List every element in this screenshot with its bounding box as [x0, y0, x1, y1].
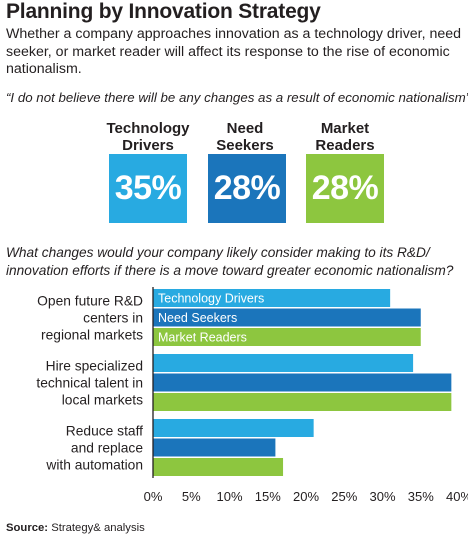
x-tick-label: 0% [144, 489, 163, 504]
stat-label-need-seekers: Need Seekers [195, 120, 295, 154]
x-tick-label: 10% [216, 489, 242, 504]
category-label: with automation [45, 458, 143, 473]
stat-box-technology-drivers: 35% [109, 154, 187, 223]
category-label: regional markets [41, 328, 143, 343]
survey-quote: “I do not believe there will be any chan… [6, 90, 468, 105]
stat-label-line2: Readers [315, 137, 375, 154]
x-tick-label: 40% [446, 489, 468, 504]
survey-question: What changes would your company likely c… [6, 245, 454, 278]
legend-label: Technology Drivers [158, 292, 264, 306]
stat-label-technology-drivers: Technology Drivers [98, 120, 198, 154]
bar-technology-drivers-3 [153, 419, 314, 437]
page-subtitle: Whether a company approaches innovation … [6, 26, 462, 77]
x-tick-label: 30% [369, 489, 395, 504]
x-tick-label: 25% [331, 489, 357, 504]
bar-need-seekers-2 [153, 373, 452, 392]
source-text: Strategy& analysis [51, 522, 145, 534]
category-label: Open future R&D [37, 294, 143, 309]
stat-label-line2: Drivers [122, 137, 174, 154]
bar-technology-drivers-1 [153, 289, 391, 307]
bar-need-seekers-3 [153, 438, 276, 457]
source-note: Source: Strategy& analysis [6, 522, 145, 534]
category-label: technical talent in [36, 376, 143, 391]
category-label: centers in [83, 311, 143, 326]
x-tick-label: 20% [293, 489, 319, 504]
category-label: Hire specialized [46, 359, 143, 374]
bar-market-readers-3 [153, 458, 284, 476]
category-label: and replace [71, 441, 143, 456]
stat-label-line1: Need [226, 120, 264, 137]
legend-label: Need Seekers [158, 311, 237, 325]
legend-label: Market Readers [158, 331, 247, 345]
x-tick-label: 5% [182, 489, 201, 504]
stat-label-market-readers: Market Readers [295, 120, 395, 154]
x-tick-label: 35% [408, 489, 434, 504]
source-label: Source: [6, 522, 49, 534]
stat-box-need-seekers: 28% [208, 154, 286, 223]
category-label: Reduce staff [66, 424, 143, 439]
stat-label-line2: Seekers [216, 137, 274, 154]
stat-box-market-readers: 28% [306, 154, 384, 223]
bar-market-readers-1 [153, 328, 421, 346]
category-label: local markets [62, 393, 143, 408]
bar-technology-drivers-2 [153, 354, 414, 372]
bar-market-readers-2 [153, 393, 452, 411]
stat-label-line1: Technology [106, 120, 190, 137]
stat-label-line1: Market [320, 120, 370, 137]
x-tick-label: 15% [255, 489, 281, 504]
bar-need-seekers-1 [153, 308, 421, 327]
page-title: Planning by Innovation Strategy [6, 0, 321, 23]
